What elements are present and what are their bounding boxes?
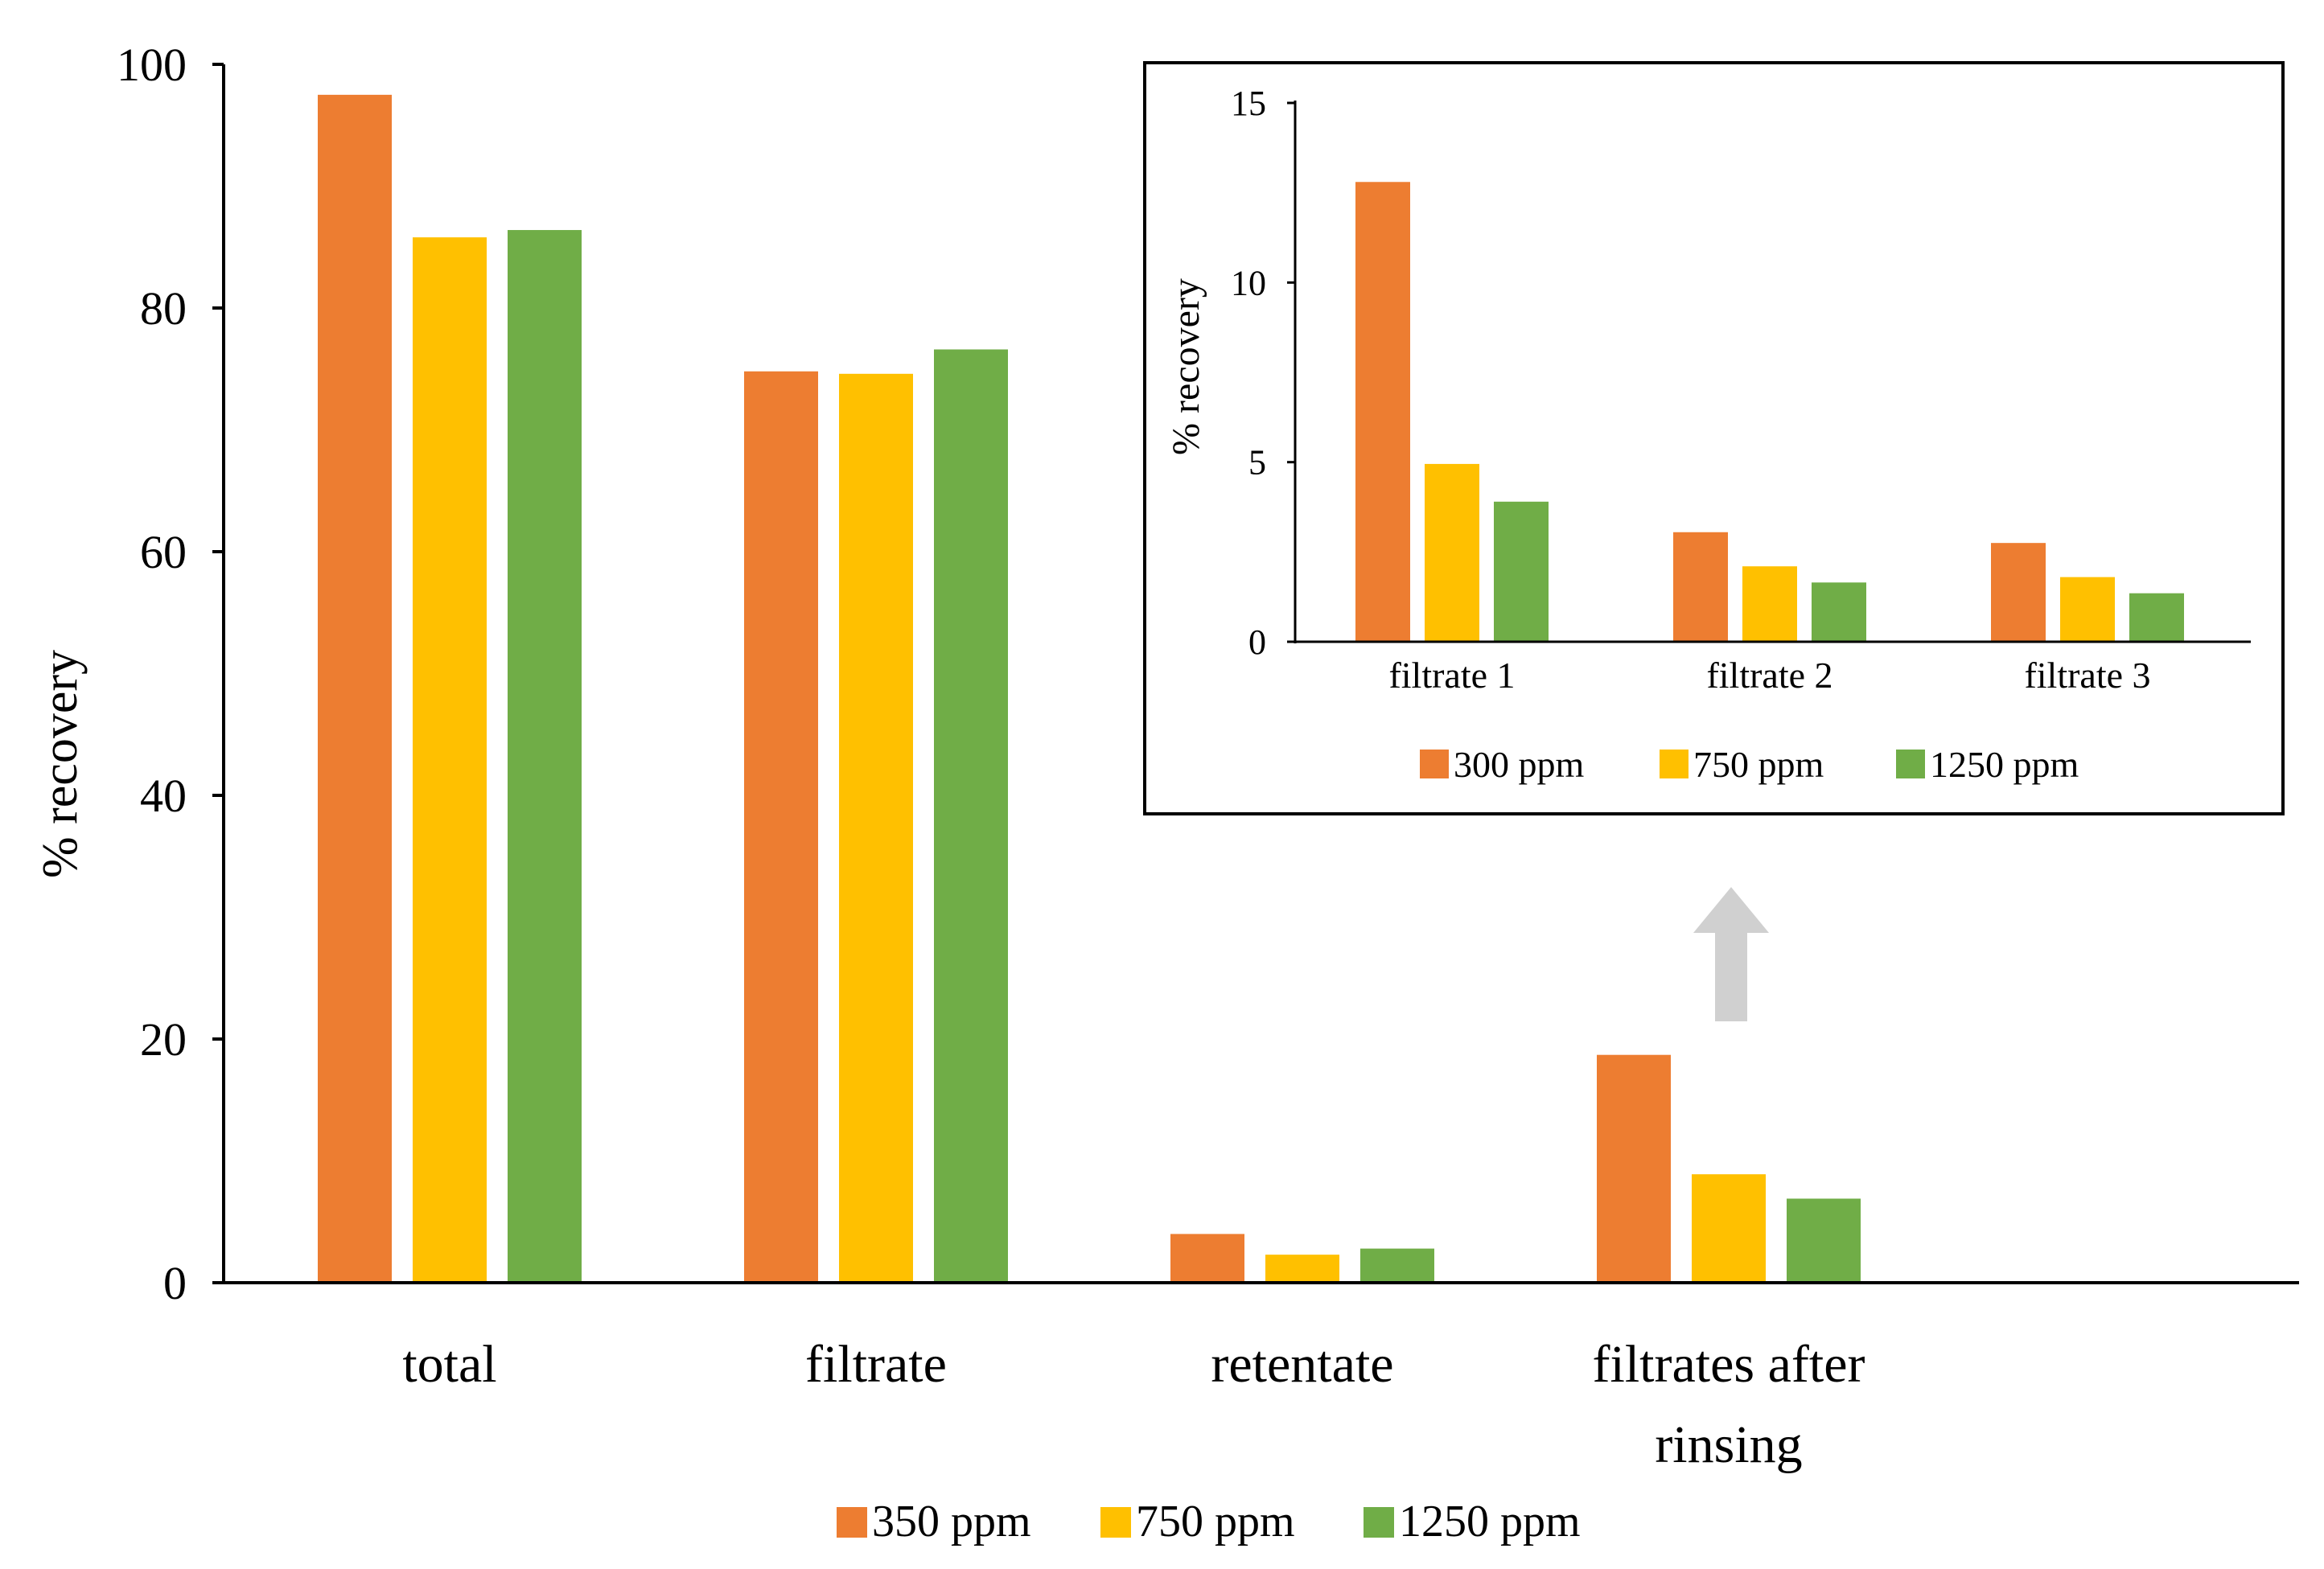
main-y-axis-label: % recovery [33, 650, 88, 878]
main-legend-swatch [1364, 1507, 1394, 1538]
main-legend-label: 750 ppm [1136, 1497, 1295, 1546]
main-y-ticks: 0 20 40 60 80 100 [117, 39, 224, 1309]
main-y-tick-label: 100 [117, 39, 187, 91]
inset-x-ticks: filtrate 1 filtrate 2 filtrate 3 [1388, 655, 2150, 696]
main-y-tick-label: 80 [140, 282, 187, 335]
inset-legend-swatch [1896, 750, 1925, 778]
expand-arrow-icon [1693, 887, 1769, 1021]
main-bar [413, 237, 487, 1283]
inset-y-tick-label: 10 [1231, 263, 1266, 302]
main-y-tick-label: 0 [163, 1257, 187, 1309]
inset-legend-label: 1250 ppm [1930, 744, 2079, 785]
main-legend: 350 ppm 750 ppm 1250 ppm [837, 1497, 1581, 1546]
inset-bar [1742, 566, 1797, 642]
inset-bar [1494, 501, 1549, 642]
inset-y-axis-label: % recovery [1165, 278, 1207, 455]
main-bar [1597, 1054, 1671, 1283]
main-legend-label: 1250 ppm [1399, 1497, 1581, 1546]
inset-bar [2060, 577, 2115, 642]
main-bars [318, 94, 1861, 1283]
main-x-tick-label: filtrates after [1593, 1335, 1865, 1394]
main-legend-swatch [1100, 1507, 1131, 1538]
main-y-tick-label: 40 [140, 770, 187, 822]
main-bar [1360, 1248, 1434, 1283]
main-x-tick-label: retentate [1211, 1335, 1393, 1394]
inset-y-ticks: 0 5 10 15 [1231, 84, 1295, 662]
inset-legend-label: 750 ppm [1693, 744, 1824, 785]
inset-x-tick-label: filtrate 2 [1706, 655, 1832, 696]
main-legend-label: 350 ppm [872, 1497, 1031, 1546]
main-bar [1265, 1255, 1339, 1283]
inset-bar [1673, 532, 1728, 642]
inset-legend-label: 300 ppm [1454, 744, 1585, 785]
main-bar [839, 373, 913, 1283]
inset-legend-swatch [1660, 750, 1688, 778]
inset-bar [1355, 182, 1410, 642]
inset-bar [2129, 593, 2184, 642]
inset-y-tick-label: 15 [1231, 84, 1266, 123]
inset-legend: 300 ppm 750 ppm 1250 ppm [1420, 744, 2079, 785]
main-bar [508, 230, 582, 1283]
main-bar [744, 371, 818, 1283]
main-bar [1692, 1174, 1766, 1283]
inset-x-tick-label: filtrate 3 [2024, 655, 2150, 696]
main-y-tick-label: 20 [140, 1013, 187, 1066]
main-x-tick-label: rinsing [1655, 1415, 1802, 1474]
main-x-ticks: total filtrate retentate filtrates after rin… [402, 1335, 1865, 1474]
inset-y-tick-label: 5 [1248, 443, 1266, 483]
inset-bar [1425, 463, 1479, 642]
main-bar [934, 349, 1008, 1283]
main-bar [1170, 1234, 1244, 1283]
inset-legend-swatch [1420, 750, 1449, 778]
inset-y-tick-label: 0 [1248, 622, 1266, 662]
main-y-tick-label: 60 [140, 526, 187, 578]
inset-frame [1143, 61, 2285, 815]
inset-bar [1991, 543, 2046, 642]
inset-bar [1812, 582, 1866, 642]
main-bar [1787, 1198, 1861, 1283]
main-x-tick-label: total [402, 1335, 496, 1394]
inset-x-tick-label: filtrate 1 [1388, 655, 1515, 696]
inset-bars [1355, 182, 2184, 642]
main-x-tick-label: filtrate [805, 1335, 947, 1394]
main-legend-swatch [837, 1507, 867, 1538]
main-bar [318, 94, 392, 1283]
